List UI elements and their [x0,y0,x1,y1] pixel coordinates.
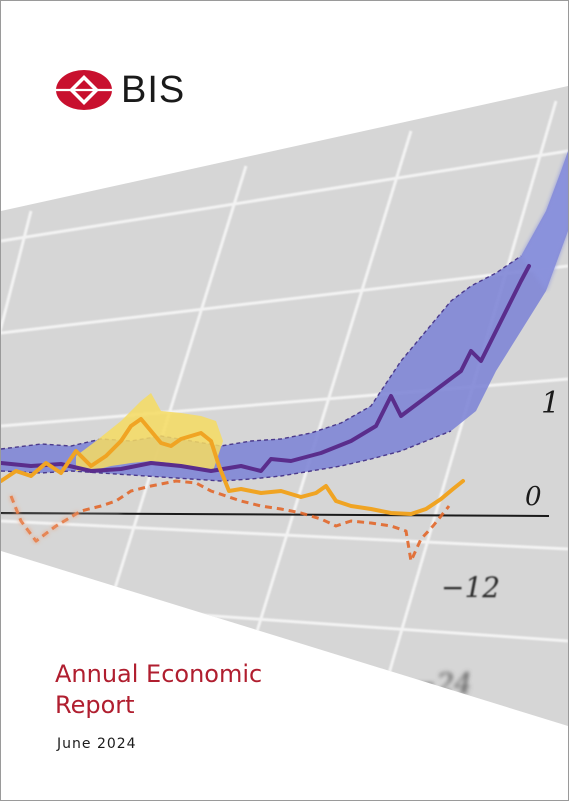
cover-orange-dashed-line [9,479,451,563]
bis-logo: BIS [55,69,185,111]
cover-orange-line [1,417,465,516]
bis-logo-text: BIS [121,69,186,111]
report-date: June 2024 [57,736,137,752]
cover-axis-label-minus-12: −12 [441,571,500,604]
cover-axis-label-minus-24: −24 [413,667,472,700]
cover-axis-label-1: 1 [541,386,560,421]
report-title-line-2: Report [55,691,135,719]
cover-purple-line [1,264,531,473]
report-title: Annual Economic Report [55,659,262,721]
cover-wedge [1,86,568,726]
cover-axis-label-0: 0 [525,482,542,512]
bis-emblem-icon [55,70,113,110]
report-title-line-1: Annual Economic [55,660,263,688]
